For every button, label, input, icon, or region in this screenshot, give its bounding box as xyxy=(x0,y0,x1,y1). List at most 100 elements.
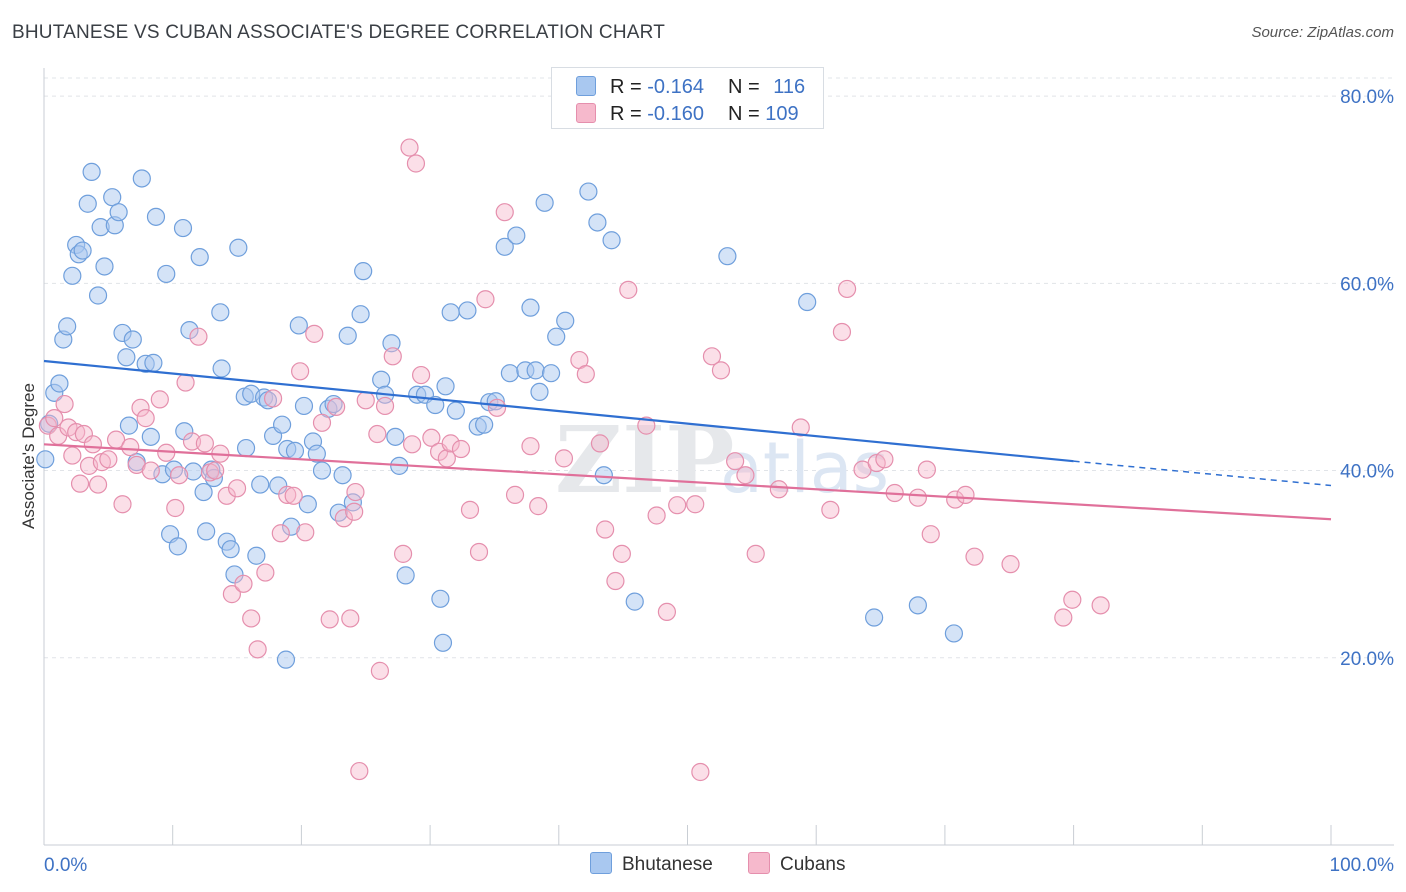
point-bhutanese xyxy=(73,241,92,260)
point-bhutanese xyxy=(109,203,128,222)
point-cubans xyxy=(334,509,353,528)
legend-swatch-bhutanese xyxy=(576,76,596,96)
point-bhutanese xyxy=(194,482,213,502)
point-cubans xyxy=(141,461,160,480)
legend-n-value: 116 xyxy=(773,76,806,98)
point-bhutanese xyxy=(197,522,216,541)
point-cubans xyxy=(875,450,894,469)
point-bhutanese xyxy=(507,226,526,245)
point-cubans xyxy=(908,488,927,507)
point-bhutanese xyxy=(329,503,348,522)
point-cubans xyxy=(63,446,82,465)
point-bhutanese xyxy=(95,257,114,276)
point-cubans xyxy=(596,520,615,539)
point-cubans xyxy=(393,544,413,563)
point-bhutanese xyxy=(285,441,305,460)
point-bhutanese xyxy=(354,262,373,281)
point-bhutanese xyxy=(221,540,240,559)
point-bhutanese xyxy=(338,326,357,345)
legend-n-label: N = xyxy=(727,103,766,125)
point-cubans xyxy=(291,362,310,381)
point-cubans xyxy=(956,485,975,504)
point-bhutanese xyxy=(211,303,230,322)
point-cubans xyxy=(637,416,656,435)
point-cubans xyxy=(487,398,507,417)
point-cubans xyxy=(606,571,625,591)
point-bhutanese xyxy=(602,231,621,250)
point-bhutanese xyxy=(431,589,450,608)
bottom-legend-label: Bhutanese xyxy=(622,854,713,875)
point-cubans xyxy=(647,506,666,525)
point-cubans xyxy=(946,490,965,509)
chart-source: Source: ZipAtlas.com xyxy=(1251,24,1394,41)
bottom-legend-label: Cubans xyxy=(780,854,846,875)
point-cubans xyxy=(296,523,315,542)
legend-r-value: -0.160 xyxy=(647,103,704,125)
y-tick-label: 80.0% xyxy=(1340,87,1394,108)
point-bhutanese xyxy=(144,353,163,372)
legend-row-bhutanese: R = -0.164 N = 116 xyxy=(576,76,805,100)
point-bhutanese xyxy=(594,466,613,485)
point-bhutanese xyxy=(324,394,343,414)
legend-row-cubans: R = -0.160 N = 109 xyxy=(576,103,799,127)
point-cubans xyxy=(711,361,731,380)
trendline-bhutanese xyxy=(43,359,1074,463)
point-bhutanese xyxy=(908,596,927,615)
point-cubans xyxy=(1091,596,1110,615)
point-bhutanese xyxy=(500,364,519,383)
correlation-legend: R = -0.164 N = 116 R = -0.160 N = 109 xyxy=(551,67,824,129)
point-bhutanese xyxy=(82,162,101,182)
point-cubans xyxy=(1063,590,1082,609)
point-bhutanese xyxy=(103,188,122,207)
point-bhutanese xyxy=(168,537,187,556)
point-cubans xyxy=(234,574,253,593)
point-bhutanese xyxy=(343,493,362,512)
point-bhutanese xyxy=(229,238,248,257)
point-cubans xyxy=(476,290,495,309)
point-bhutanese xyxy=(164,460,184,479)
point-bhutanese xyxy=(396,566,415,585)
y-axis-title: Associate's Degree xyxy=(19,383,38,529)
point-bhutanese xyxy=(625,592,644,611)
point-cubans xyxy=(400,138,419,157)
point-cubans xyxy=(736,466,755,485)
point-bhutanese xyxy=(157,264,176,284)
x-tick-label: 100.0% xyxy=(1330,855,1395,876)
point-cubans xyxy=(521,437,540,456)
point-bhutanese xyxy=(212,359,231,378)
point-bhutanese xyxy=(798,292,817,312)
point-cubans xyxy=(284,486,303,505)
point-cubans xyxy=(136,409,155,428)
point-cubans xyxy=(406,154,426,173)
point-bhutanese xyxy=(117,348,136,367)
point-cubans xyxy=(176,373,195,392)
point-bhutanese xyxy=(495,237,514,256)
point-bhutanese xyxy=(436,377,455,396)
point-bhutanese xyxy=(251,475,270,494)
point-bhutanese xyxy=(441,303,460,322)
point-bhutanese xyxy=(588,213,607,232)
point-bhutanese xyxy=(180,321,199,340)
point-cubans xyxy=(170,466,189,485)
point-cubans xyxy=(965,547,984,566)
point-cubans xyxy=(195,434,214,453)
point-cubans xyxy=(726,452,745,471)
point-cubans xyxy=(1054,608,1073,627)
point-cubans xyxy=(312,413,332,432)
point-cubans xyxy=(356,391,375,410)
point-cubans xyxy=(327,397,346,416)
point-bhutanese xyxy=(446,401,465,420)
point-cubans xyxy=(227,479,247,498)
point-cubans xyxy=(113,495,132,514)
point-cubans xyxy=(469,542,489,562)
y-tick-label: 60.0% xyxy=(1340,274,1394,295)
point-cubans xyxy=(166,498,185,518)
point-cubans xyxy=(821,500,840,519)
point-bhutanese xyxy=(526,361,545,380)
point-cubans xyxy=(668,496,687,515)
point-bhutanese xyxy=(247,546,266,565)
point-cubans xyxy=(702,347,722,366)
point-bhutanese xyxy=(312,461,332,480)
point-cubans xyxy=(921,525,940,544)
legend-r-value: -0.164 xyxy=(647,76,704,98)
